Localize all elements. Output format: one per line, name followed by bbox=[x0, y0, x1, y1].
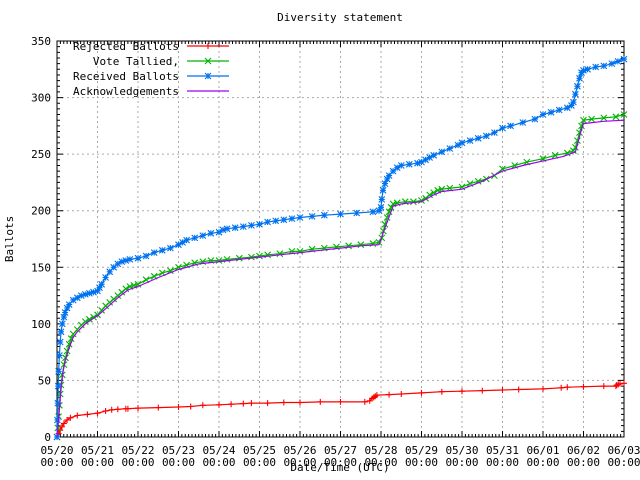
x-tick-label-date: 05/20 bbox=[40, 444, 73, 457]
x-tick-label-time: 00:00 bbox=[121, 456, 154, 469]
x-tick-label-date: 06/03 bbox=[607, 444, 640, 457]
x-tick-label-time: 00:00 bbox=[283, 456, 316, 469]
legend-label: Acknowledgements bbox=[73, 85, 179, 98]
x-tick-label-date: 05/29 bbox=[405, 444, 438, 457]
y-tick-label: 250 bbox=[31, 148, 51, 161]
x-axis-label: Date/Time (UTC) bbox=[290, 461, 389, 474]
x-tick-label-time: 00:00 bbox=[162, 456, 195, 469]
series-acknowledgements bbox=[56, 119, 625, 438]
y-tick-label: 350 bbox=[31, 35, 51, 48]
x-tick-label-time: 00:00 bbox=[40, 456, 73, 469]
legend-label: Received Ballots bbox=[73, 70, 179, 83]
x-tick-label-time: 00:00 bbox=[445, 456, 478, 469]
x-tick-label-time: 00:00 bbox=[526, 456, 559, 469]
x-tick-label-time: 00:00 bbox=[81, 456, 114, 469]
legend: Rejected Ballots Vote Tallied, Received Ba… bbox=[73, 40, 229, 98]
x-tick-label-time: 00:00 bbox=[202, 456, 235, 469]
y-tick-label: 0 bbox=[44, 431, 51, 444]
series-rejected-ballots bbox=[54, 380, 627, 440]
x-tick-label-date: 05/21 bbox=[81, 444, 114, 457]
legend-item-received-ballots: Received Ballots bbox=[73, 70, 229, 83]
legend-item-rejected-ballots: Rejected Ballots bbox=[73, 40, 229, 53]
x-tick-label-time: 00:00 bbox=[405, 456, 438, 469]
grid bbox=[57, 41, 624, 437]
x-tick-label-date: 06/01 bbox=[526, 444, 559, 457]
x-tick-label-date: 05/22 bbox=[121, 444, 154, 457]
x-tick-label-time: 00:00 bbox=[486, 456, 519, 469]
y-axis-label: Ballots bbox=[3, 216, 16, 262]
legend-item-acknowledgements: Acknowledgements bbox=[73, 85, 229, 98]
x-tick-label-date: 06/02 bbox=[567, 444, 600, 457]
x-tick-label-date: 05/28 bbox=[364, 444, 397, 457]
legend-sample-marker bbox=[204, 72, 212, 80]
chart-title: Diversity statement bbox=[277, 11, 403, 24]
legend-sample-marker bbox=[204, 57, 212, 65]
y-tick-label: 200 bbox=[31, 205, 51, 218]
x-tick-label-time: 00:00 bbox=[364, 456, 397, 469]
series-line bbox=[56, 119, 625, 438]
x-tick-label-date: 05/31 bbox=[486, 444, 519, 457]
y-tick-label: 100 bbox=[31, 318, 51, 331]
x-tick-label-time: 00:00 bbox=[567, 456, 600, 469]
y-tick-label: 50 bbox=[38, 374, 51, 387]
legend-sample-marker bbox=[205, 43, 211, 49]
x-tick-label-date: 05/24 bbox=[202, 444, 235, 457]
x-tick-label-date: 05/26 bbox=[283, 444, 316, 457]
data-series bbox=[53, 55, 628, 441]
x-tick-label-time: 00:00 bbox=[607, 456, 640, 469]
x-tick-label-date: 05/30 bbox=[445, 444, 478, 457]
legend-item-vote-tallied: Vote Tallied, bbox=[93, 55, 229, 68]
legend-label: Rejected Ballots bbox=[73, 40, 179, 53]
legend-label: Vote Tallied, bbox=[93, 55, 179, 68]
x-tick-label-date: 05/25 bbox=[243, 444, 276, 457]
x-tick-label-time: 00:00 bbox=[324, 456, 357, 469]
x-tick-label-date: 05/27 bbox=[324, 444, 357, 457]
x-tick-label-time: 00:00 bbox=[243, 456, 276, 469]
y-tick-label: 300 bbox=[31, 92, 51, 105]
y-tick-label: 150 bbox=[31, 261, 51, 274]
axes: 05010015020025030035005/2000:0005/2100:0… bbox=[31, 35, 640, 469]
x-tick-label-date: 05/23 bbox=[162, 444, 195, 457]
